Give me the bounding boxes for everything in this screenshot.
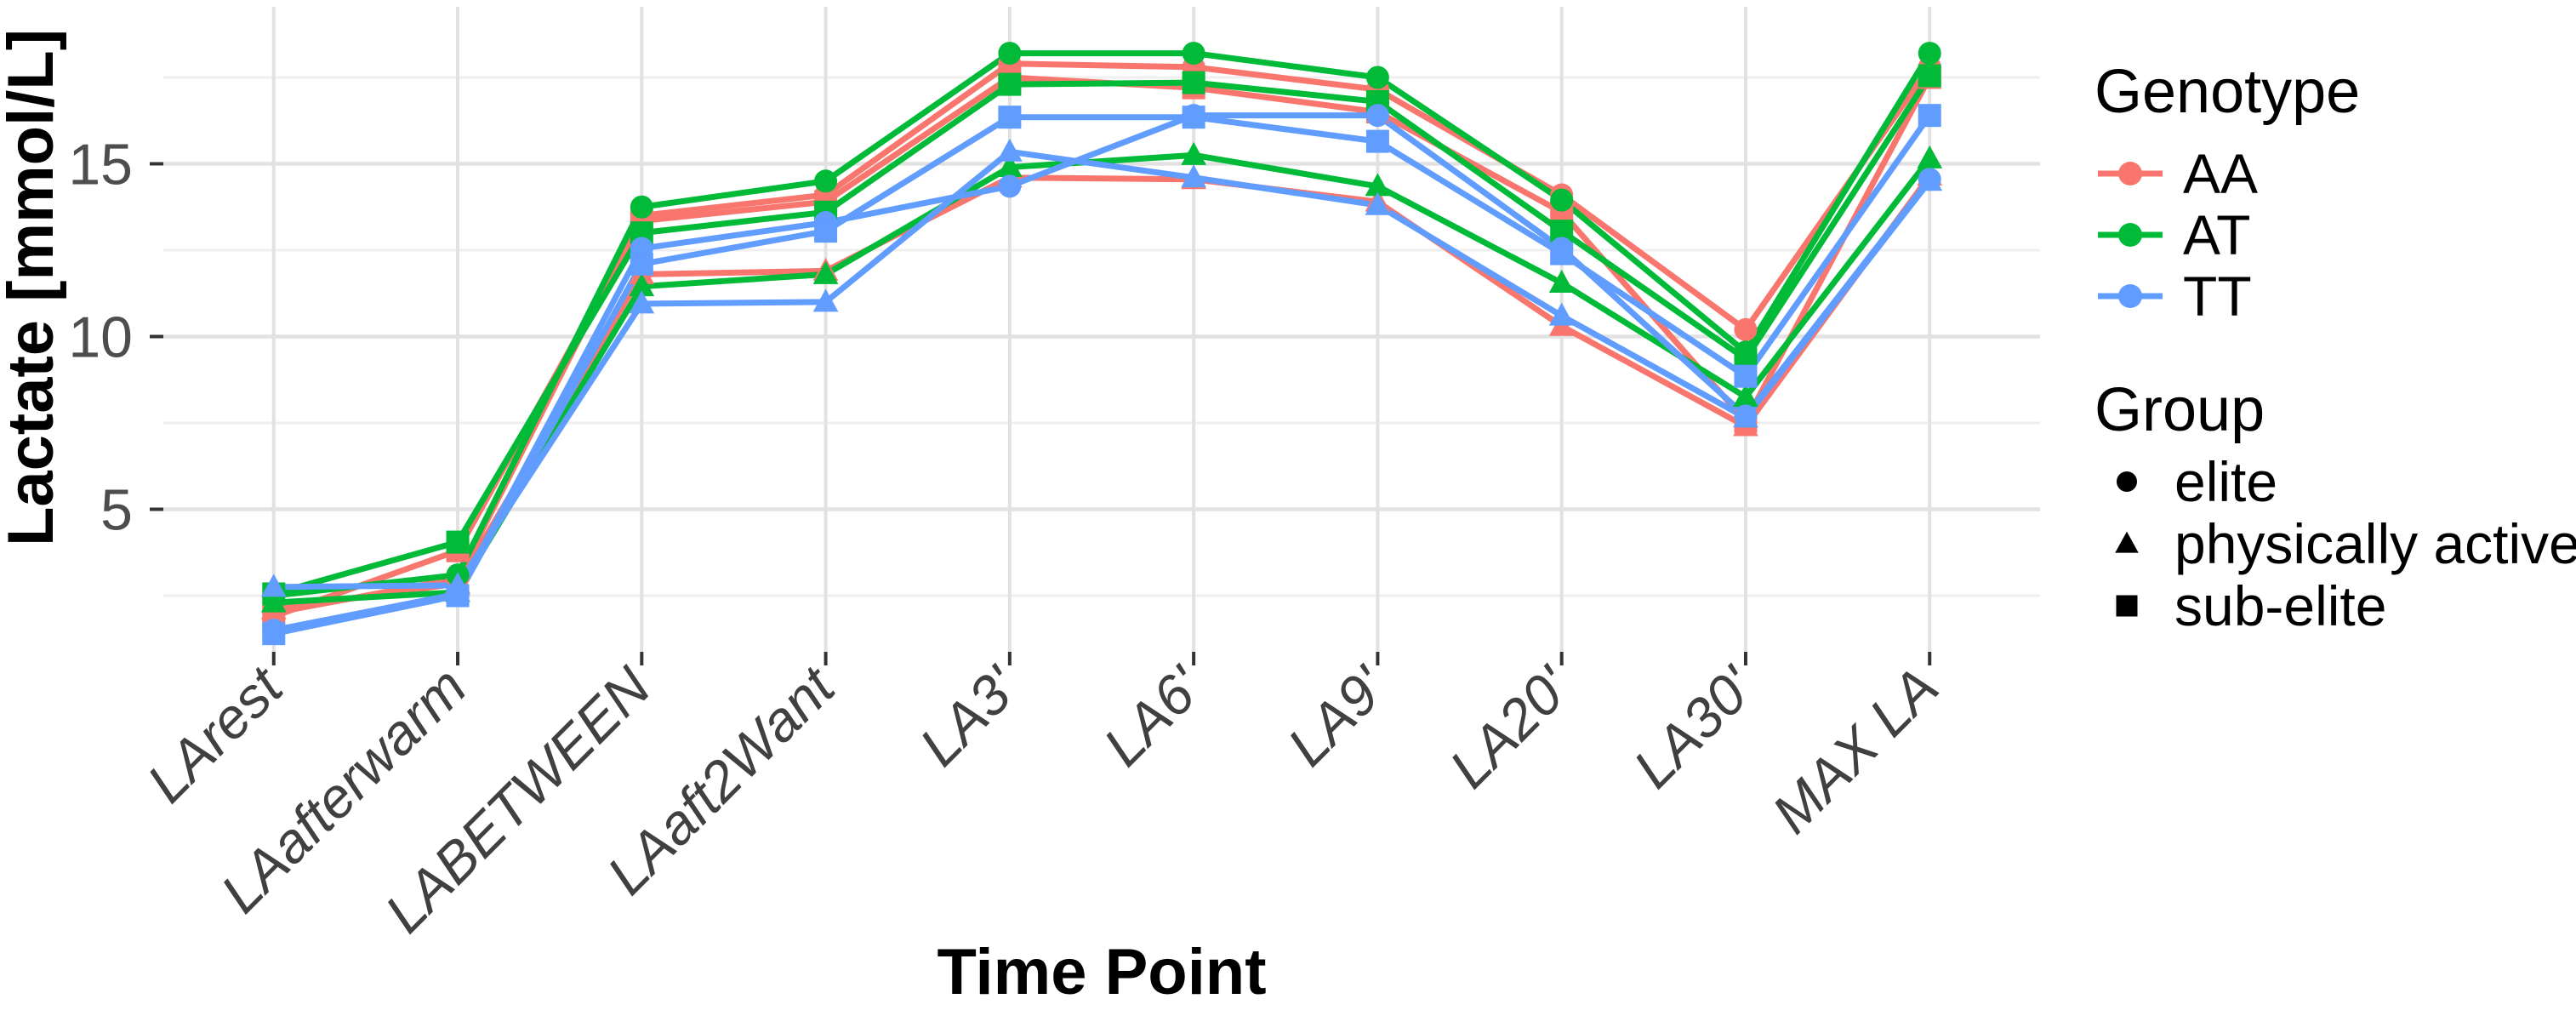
data-point-AT-physically-active — [1733, 384, 1758, 408]
data-point-TT-physically-active — [629, 290, 655, 314]
legend-genotype-label-AT: AT — [2183, 203, 2250, 266]
data-point-TT-physically-active — [1365, 191, 1391, 215]
data-point-TT-sub-elite — [1918, 104, 1941, 128]
data-point-TT-sub-elite — [814, 220, 838, 243]
data-point-TT-physically-active — [260, 574, 287, 597]
legend-genotype-label-TT: TT — [2183, 265, 2252, 328]
data-point-TT-sub-elite — [630, 252, 653, 276]
data-point-TT-sub-elite — [1182, 106, 1205, 129]
data-point-AT-sub-elite — [1182, 71, 1205, 94]
data-point-AT-elite — [1918, 42, 1941, 66]
y-tick-label: 15 — [68, 133, 133, 197]
data-point-AT-elite — [814, 169, 838, 193]
legend-key-square-icon — [2116, 595, 2138, 617]
series-line-TT-sub-elite — [273, 113, 1933, 637]
data-point-AT-elite — [1550, 188, 1574, 212]
data-point-AT-physically-active — [812, 260, 839, 284]
data-point-AT-elite — [630, 195, 653, 219]
data-point-TT-sub-elite — [998, 106, 1022, 129]
data-point-AT-elite — [998, 42, 1022, 66]
legend-key-triangle-icon — [2115, 531, 2139, 553]
series-line-TT-elite — [273, 112, 1932, 634]
data-point-TT-elite — [998, 174, 1022, 198]
legend-genotype-label-AA: AA — [2183, 142, 2258, 205]
data-point-TT-physically-active — [812, 288, 839, 312]
x-tick-label: LA20' — [1437, 654, 1583, 800]
legend-key-point-AA — [2118, 162, 2142, 186]
legend-group-label: elite — [2174, 450, 2277, 513]
data-point-AT-physically-active — [1917, 145, 1943, 168]
data-point-AT-sub-elite — [446, 530, 470, 554]
series-markers — [260, 42, 1943, 646]
legend-key-point-TT — [2118, 284, 2142, 308]
legend-group-label: physically active — [2174, 512, 2576, 575]
data-point-TT-physically-active — [997, 138, 1023, 162]
x-tick-label: LA3' — [907, 654, 1031, 778]
x-tick-label: LA6' — [1091, 654, 1216, 778]
data-point-TT-sub-elite — [1734, 364, 1758, 388]
series-lines — [272, 50, 1933, 637]
data-point-AA-elite — [1734, 317, 1758, 341]
data-point-AT-elite — [1182, 42, 1205, 66]
x-tick-label: LA9' — [1275, 654, 1399, 778]
data-point-TT-sub-elite — [1550, 242, 1574, 265]
y-tick-labels: 5 10 15 — [68, 133, 133, 543]
data-point-AT-physically-active — [1548, 270, 1575, 294]
legend-group-title: Group — [2094, 376, 2265, 444]
series-line-TT-physically-active — [273, 148, 1932, 591]
y-axis-title: Lactate [mmol/L] — [0, 29, 67, 546]
series-line-AT-sub-elite — [272, 74, 1933, 597]
data-point-TT-sub-elite — [446, 584, 470, 608]
x-tick-label: LArest — [134, 654, 295, 814]
data-point-AT-physically-active — [629, 273, 655, 297]
axis-ticks — [150, 162, 1932, 665]
data-point-TT-sub-elite — [262, 622, 286, 646]
legend-genotype-title: Genotype — [2094, 58, 2360, 126]
legend-key-circle-icon — [2117, 471, 2137, 492]
legend-group-label: sub-elite — [2174, 574, 2386, 637]
x-tick-label: MAX LA — [1760, 655, 1951, 846]
series-line-AA-physically-active — [273, 174, 1933, 613]
data-point-AT-physically-active — [1365, 173, 1391, 197]
x-axis-title: Time Point — [937, 936, 1266, 1008]
y-tick-label: 10 — [68, 305, 133, 370]
legend-key-point-AT — [2118, 223, 2142, 247]
data-point-AT-sub-elite — [1918, 64, 1941, 88]
x-tick-label: LA30' — [1621, 654, 1768, 800]
y-tick-label: 5 — [100, 478, 133, 543]
data-point-TT-sub-elite — [1365, 129, 1389, 153]
data-point-TT-physically-active — [1548, 302, 1575, 326]
data-point-AT-physically-active — [997, 154, 1023, 178]
data-point-AT-physically-active — [1181, 141, 1206, 165]
data-point-TT-elite — [1365, 104, 1389, 128]
data-point-AT-elite — [1365, 66, 1389, 89]
data-point-TT-physically-active — [1181, 164, 1206, 188]
data-point-TT-physically-active — [1917, 168, 1943, 191]
data-point-AT-sub-elite — [998, 72, 1022, 96]
data-point-TT-physically-active — [1733, 404, 1758, 428]
series-line-AT-elite — [273, 50, 1933, 599]
